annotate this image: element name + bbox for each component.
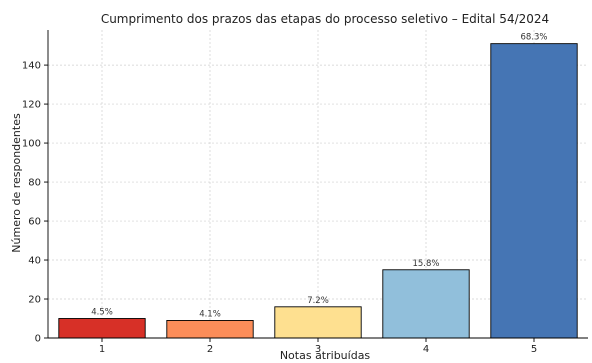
data-label-5: 68.3% [520, 33, 547, 43]
data-label-2: 4.1% [199, 309, 221, 319]
y-tick-label: 80 [28, 178, 41, 189]
bar-5 [490, 43, 578, 339]
y-tick-label: 40 [28, 256, 41, 267]
x-tick-label: 5 [531, 344, 537, 355]
x-tick-label: 1 [99, 344, 105, 355]
bar-1 [58, 318, 146, 339]
chart-title: Cumprimento dos prazos das etapas do pro… [101, 12, 549, 26]
data-label-3: 7.2% [307, 296, 329, 306]
y-axis-label: Número de respondentes [10, 113, 23, 253]
bar-2 [166, 320, 254, 339]
data-label-4: 15.8% [412, 259, 439, 269]
bars [58, 43, 578, 339]
axes: 0 20 40 60 80 100 120 140 1 2 3 4 5 [22, 30, 588, 355]
data-label-1: 4.5% [91, 308, 113, 318]
x-tick-label: 3 [315, 344, 321, 355]
x-tick-label: 4 [423, 344, 429, 355]
x-axis-label: Notas atribuídas [280, 349, 371, 362]
y-tick-label: 0 [35, 334, 41, 345]
y-tick-label: 20 [28, 295, 41, 306]
y-tick-label: 100 [22, 139, 41, 150]
y-tick-label: 140 [22, 61, 41, 72]
bar-4 [382, 269, 470, 339]
bar-3 [274, 306, 362, 339]
data-labels: 4.5% 4.1% 7.2% 15.8% 68.3% [91, 33, 547, 320]
y-tick-label: 60 [28, 217, 41, 228]
x-tick-label: 2 [207, 344, 213, 355]
y-tick-label: 120 [22, 100, 41, 111]
